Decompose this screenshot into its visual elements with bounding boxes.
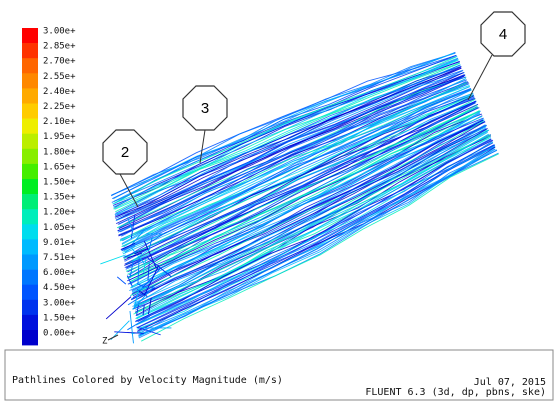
- colorbar-label: 3.00e+: [43, 27, 76, 37]
- pathline: [117, 277, 126, 284]
- colorbar-swatch: [22, 164, 38, 179]
- colorbar-label: 7.51e+: [43, 253, 76, 263]
- colorbar-swatch: [22, 134, 38, 149]
- colorbar-label: 1.80e+: [43, 147, 76, 157]
- colorbar-label: 9.01e+: [43, 238, 76, 248]
- colorbar-swatch: [22, 330, 38, 345]
- colorbar-label: 2.85e+: [43, 42, 76, 52]
- colorbar-swatch: [22, 239, 38, 254]
- pathline: [100, 255, 125, 264]
- colorbar-label: 0.00e+: [43, 329, 76, 339]
- colorbar-swatch: [22, 194, 38, 209]
- colorbar-label: 6.00e+: [43, 268, 76, 278]
- colorbar-swatch: [22, 270, 38, 285]
- colorbar: 3.00e+ 2.85e+ 2.70e+ 2.55e+ 2.40e+ 2.25e+ 2.10…: [22, 27, 76, 346]
- colorbar-swatch: [22, 315, 38, 330]
- callout-label: 3: [201, 100, 209, 117]
- callout-3: 3: [183, 86, 227, 163]
- colorbar-swatch: [22, 58, 38, 73]
- colorbar-swatch: [22, 149, 38, 164]
- pathline: [130, 311, 134, 343]
- colorbar-label: 1.05e+: [43, 223, 76, 233]
- pathline: [106, 297, 131, 319]
- colorbar-label: 1.50e+: [43, 313, 76, 323]
- colorbar-label: 3.00e+: [43, 298, 76, 308]
- colorbar-swatch: [22, 255, 38, 270]
- colorbar-label: 4.50e+: [43, 283, 76, 293]
- colorbar-swatch: [22, 73, 38, 88]
- colorbar-label: 2.70e+: [43, 57, 76, 67]
- visualization: 3.00e+ 2.85e+ 2.70e+ 2.55e+ 2.40e+ 2.25e+ 2.10…: [0, 0, 558, 408]
- colorbar-label: 2.25e+: [43, 102, 76, 112]
- screenshot: 3.00e+ 2.85e+ 2.70e+ 2.55e+ 2.40e+ 2.25e+ 2.10…: [0, 0, 558, 408]
- colorbar-swatch: [22, 43, 38, 58]
- callout-4: 4: [468, 12, 525, 100]
- colorbar-swatch: [22, 285, 38, 300]
- colorbar-label: 1.50e+: [43, 178, 76, 188]
- colorbar-label: 2.40e+: [43, 87, 76, 97]
- axis-label: Z: [102, 337, 108, 347]
- colorbar-label: 1.95e+: [43, 132, 76, 142]
- colorbar-label: 1.20e+: [43, 208, 76, 218]
- colorbar-swatch: [22, 28, 38, 43]
- colorbar-swatch: [22, 104, 38, 119]
- axis-triad: [108, 335, 118, 340]
- colorbar-label: 1.65e+: [43, 162, 76, 172]
- colorbar-swatch: [22, 224, 38, 239]
- leader-line: [468, 55, 492, 100]
- colorbar-label: 2.55e+: [43, 72, 76, 82]
- colorbar-swatch: [22, 88, 38, 103]
- colorbar-swatch: [22, 119, 38, 134]
- caption-description: Pathlines Colored by Velocity Magnitude …: [12, 375, 283, 386]
- callout-label: 2: [121, 144, 129, 161]
- colorbar-swatch: [22, 179, 38, 194]
- colorbar-swatch: [22, 300, 38, 315]
- colorbar-label: 2.10e+: [43, 117, 76, 127]
- colorbar-label: 1.35e+: [43, 193, 76, 203]
- colorbar-swatch: [22, 209, 38, 224]
- callout-label: 4: [499, 26, 507, 43]
- pathlines: [100, 52, 498, 343]
- caption-solver: FLUENT 6.3 (3d, dp, pbns, ske): [365, 387, 546, 398]
